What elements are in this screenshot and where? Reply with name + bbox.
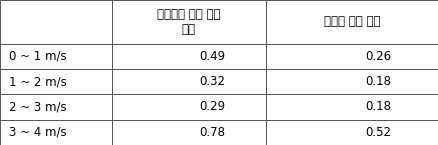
Bar [265,44,438,69]
Text: 2 ~ 3 m/s: 2 ~ 3 m/s [9,100,66,113]
Text: 변형되지 않은 모형
결과: 변형되지 않은 모형 결과 [157,8,220,36]
Bar [265,120,438,145]
Text: 0.26: 0.26 [364,50,391,63]
Text: 0.18: 0.18 [364,75,390,88]
Bar [265,0,438,44]
Text: 0.29: 0.29 [198,100,224,113]
Text: 0.52: 0.52 [364,126,390,139]
Bar [112,69,265,94]
Text: 1 ~ 2 m/s: 1 ~ 2 m/s [9,75,67,88]
Bar [0,120,112,145]
Text: 0.78: 0.78 [198,126,224,139]
Text: 변형된 모델 결과: 변형된 모델 결과 [323,15,380,28]
Bar [0,44,112,69]
Text: 3 ~ 4 m/s: 3 ~ 4 m/s [9,126,66,139]
Text: 0.32: 0.32 [198,75,224,88]
Bar [0,69,112,94]
Text: 0.18: 0.18 [364,100,390,113]
Bar [0,94,112,120]
Bar [112,0,265,44]
Bar [0,0,112,44]
Text: 0.49: 0.49 [198,50,224,63]
Text: 0 ~ 1 m/s: 0 ~ 1 m/s [9,50,66,63]
Bar [112,44,265,69]
Bar [112,120,265,145]
Bar [265,69,438,94]
Bar [112,94,265,120]
Bar [265,94,438,120]
